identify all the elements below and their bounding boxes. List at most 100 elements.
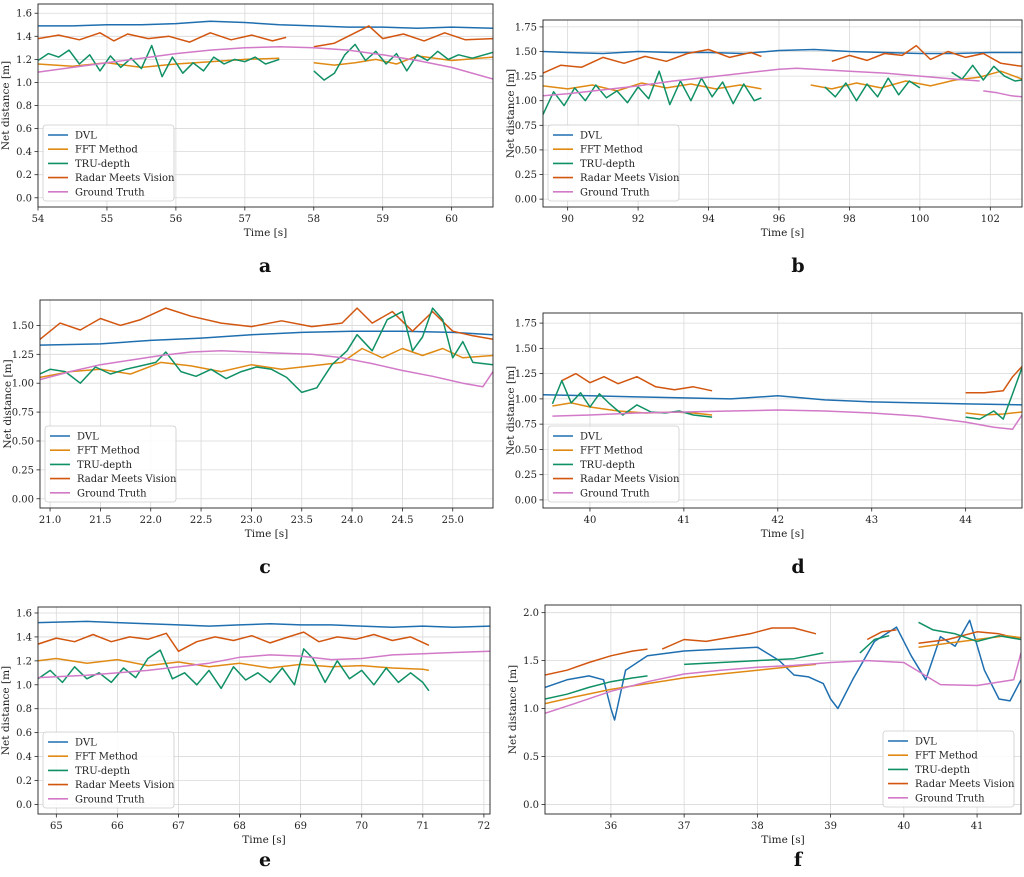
x-tick-label: 57 xyxy=(238,214,251,225)
series-line-tru-depth xyxy=(40,307,493,394)
y-tick-label: 0.6 xyxy=(16,124,32,135)
series-line-tru-depth xyxy=(684,652,824,666)
legend: DVL FFT Method TRU-depth Radar Meets Vision… xyxy=(882,730,1015,808)
series-line-tru-depth xyxy=(965,367,1022,420)
series-line-dvl xyxy=(545,619,1021,721)
y-tick-label: 0.00 xyxy=(515,195,537,206)
x-axis-label: Time [s] xyxy=(761,834,804,846)
series-line-dvl xyxy=(38,20,493,29)
y-tick-label: 1.25 xyxy=(515,72,537,83)
legend-entry: DVL xyxy=(77,432,99,443)
x-tick-label: 43 xyxy=(865,515,878,526)
series-line-ground-truth xyxy=(38,650,490,679)
x-tick-label: 71 xyxy=(416,821,429,832)
y-tick-label: 1.2 xyxy=(16,656,32,667)
x-tick-label: 90 xyxy=(561,214,574,225)
series-line-radar-meets-vision xyxy=(661,627,817,650)
x-tick-label: 54 xyxy=(32,214,45,225)
series-line-dvl xyxy=(38,620,490,629)
legend-entry: Ground Truth xyxy=(580,187,650,198)
y-tick-label: 0.00 xyxy=(515,495,537,506)
x-tick-label: 59 xyxy=(376,214,389,225)
y-tick-label: 1.00 xyxy=(12,379,34,390)
x-tick-label: 69 xyxy=(294,821,307,832)
series-line-fft-method xyxy=(38,657,430,672)
legend: DVL FFT Method TRU-depth Radar Meets Vision… xyxy=(42,731,175,809)
y-tick-label: 0.2 xyxy=(16,776,32,787)
x-tick-label: 40 xyxy=(584,515,597,526)
legend-entry: TRU-depth xyxy=(77,460,133,471)
y-tick-label: 0.75 xyxy=(515,420,537,431)
legend-box xyxy=(44,425,177,503)
panel-label: e xyxy=(259,849,271,871)
x-tick-label: 72 xyxy=(478,821,491,832)
series-line-dvl xyxy=(40,330,493,346)
y-axis-label: Net distance [m] xyxy=(0,666,12,755)
series-line-tru-depth xyxy=(543,70,762,115)
panel-a: 54 55 56 57 58 59 60 0.0 0.2 0.4 0.6 0.8 1.0 1.2 1.4 1.… xyxy=(0,3,494,277)
x-tick-label: 70 xyxy=(355,821,368,832)
x-tick-label: 41 xyxy=(971,821,984,832)
x-tick-label: 24.0 xyxy=(341,515,363,526)
series-line-radar-meets-vision xyxy=(313,25,493,48)
legend-entry: Radar Meets Vision xyxy=(77,474,177,485)
series-line-tru-depth xyxy=(824,77,921,102)
series-line-ground-truth xyxy=(545,652,1021,715)
x-tick-label: 94 xyxy=(702,214,715,225)
y-tick-label: 0.8 xyxy=(16,101,32,112)
legend-entry: Ground Truth xyxy=(77,488,147,499)
y-tick-label: 1.00 xyxy=(515,96,537,107)
panel-d: 40 41 42 43 44 0.00 0.25 0.50 0.75 1.00 1.25 1.50 1.… xyxy=(505,312,1023,578)
y-tick-label: 0.75 xyxy=(12,408,34,419)
axes-frame xyxy=(39,299,494,509)
legend-entry: Ground Truth xyxy=(75,794,145,805)
x-tick-label: 55 xyxy=(101,214,114,225)
y-axis-label: Net distance [m] xyxy=(2,359,14,448)
series-line-fft-method xyxy=(552,402,713,416)
legend-box xyxy=(547,425,680,503)
y-tick-label: 1.50 xyxy=(12,321,34,332)
x-tick-label: 58 xyxy=(307,214,320,225)
x-tick-label: 68 xyxy=(233,821,246,832)
series-line-radar-meets-vision xyxy=(831,44,1022,68)
x-axis-label: Time [s] xyxy=(761,227,804,239)
y-tick-label: 1.2 xyxy=(16,55,32,66)
legend-entry: FFT Method xyxy=(75,145,138,156)
y-tick-label: 1.50 xyxy=(515,47,537,58)
panel-c: 21.0 21.5 22.0 22.5 23.0 23.5 24.0 24.5 25.0 0.00… xyxy=(2,299,494,578)
y-tick-label: 0.6 xyxy=(16,728,32,739)
y-tick-label: 1.6 xyxy=(16,9,32,20)
x-tick-label: 25.0 xyxy=(442,515,464,526)
legend: DVL FFT Method TRU-depth Radar Meets Vision… xyxy=(547,425,680,503)
panel-label: b xyxy=(791,255,804,277)
y-tick-label: 0.5 xyxy=(523,752,539,763)
legend-entry: Radar Meets Vision xyxy=(580,173,680,184)
y-tick-label: 0.25 xyxy=(515,170,537,181)
x-tick-label: 100 xyxy=(910,214,929,225)
y-tick-label: 1.0 xyxy=(16,680,32,691)
x-tick-label: 21.0 xyxy=(39,515,61,526)
series-line-fft-method xyxy=(965,411,1022,416)
x-tick-label: 41 xyxy=(678,515,691,526)
legend-entry: FFT Method xyxy=(580,446,643,457)
y-tick-label: 1.00 xyxy=(515,394,537,405)
y-tick-label: 1.4 xyxy=(16,632,32,643)
panel-label: f xyxy=(794,849,804,871)
x-axis-label: Time [s] xyxy=(242,834,285,846)
series-line-fft-method xyxy=(40,347,493,379)
legend: DVL FFT Method TRU-depth Radar Meets Vision… xyxy=(547,124,680,202)
panel-label: c xyxy=(259,556,271,578)
x-tick-label: 24.5 xyxy=(391,515,413,526)
axes-frame xyxy=(542,19,1023,208)
x-tick-label: 37 xyxy=(678,821,691,832)
y-tick-label: 1.25 xyxy=(12,350,34,361)
y-tick-label: 0.25 xyxy=(12,465,34,476)
legend: DVL FFT Method TRU-depth Radar Meets Vision… xyxy=(44,425,177,503)
axes-frame xyxy=(37,3,494,208)
series-line-radar-meets-vision xyxy=(40,307,493,341)
legend-entry: Ground Truth xyxy=(580,488,650,499)
x-axis-label: Time [s] xyxy=(245,528,288,540)
x-tick-label: 42 xyxy=(771,515,784,526)
legend-entry: Radar Meets Vision xyxy=(75,173,175,184)
legend-entry: DVL xyxy=(580,432,602,443)
